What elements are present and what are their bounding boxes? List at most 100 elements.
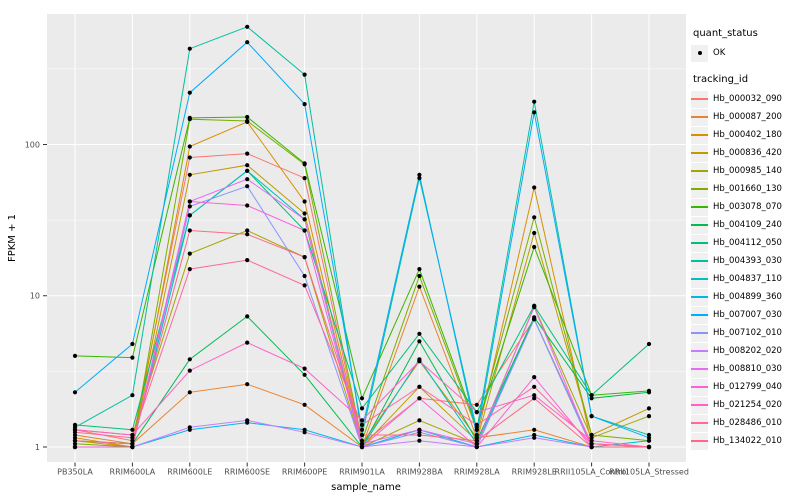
data-point [589,441,594,446]
x-tick-label: RRII105LA_Control [555,468,629,477]
x-axis-title: sample_name [331,482,401,493]
data-point [245,228,250,233]
data-point [417,176,422,181]
legend-item-label: Hb_000985_140 [713,166,782,176]
x-axis-tick-labels: PB350LA RRIM600LA RRIM600LE RRIM600SE RRIM60… [57,468,689,477]
legend-item-Hb_000032_090: Hb_000032_090 [691,90,799,108]
data-point [359,422,365,427]
data-point [245,258,250,263]
y-axis-title: FPKM + 1 [7,214,18,262]
data-point [302,102,307,107]
data-point [245,118,250,124]
legend-color-line [691,260,708,262]
data-point [302,211,307,216]
legend-color-line [691,332,708,334]
data-point [130,441,135,446]
data-point [130,435,135,440]
legend-item-label: Hb_001660_130 [713,184,782,194]
data-point [646,438,652,443]
x-tick-label: PB350LA [57,468,93,477]
legend-key-box [691,414,708,432]
legend-key-box [691,270,708,288]
legend-color-line [691,134,708,136]
axis-ticks [43,144,650,467]
x-tick-label: RRIM600LE [167,468,212,477]
data-point [646,406,652,411]
legend-item-label: Hb_000402_180 [713,130,782,140]
gridlines-minor [47,68,686,372]
legend-item-Hb_134022_010: Hb_134022_010 [691,432,799,450]
data-point [245,184,250,189]
data-point [245,151,250,156]
legend-key-box [691,396,708,414]
data-point [474,432,479,438]
legend-item-Hb_028486_010: Hb_028486_010 [691,414,799,432]
legend-item-Hb_004112_050: Hb_004112_050 [691,234,799,252]
data-point [359,432,365,438]
legend-color-line [691,314,708,316]
data-point [532,393,537,398]
legend-key-box [691,432,708,450]
data-point [72,441,78,446]
data-point [532,215,537,220]
data-point [187,425,192,430]
legend-item-label: Hb_008810_030 [713,364,782,374]
data-point [589,414,594,419]
legend-key-box [691,306,708,324]
point-marker-icon [697,51,702,55]
data-point [187,90,192,95]
data-point [72,435,78,440]
data-point [187,155,192,160]
x-tick-label: RRII105LA_Stressed [609,468,689,477]
data-point [245,114,250,120]
data-point [359,438,365,443]
data-point [417,438,422,443]
data-point [187,115,192,120]
legend-color-line [691,296,708,298]
data-point [302,283,307,288]
data-point [187,251,192,256]
legend-color-line [691,350,708,352]
legend-title-tracking-id: tracking_id [693,74,749,85]
data-point [417,427,422,432]
legend: quant_status OK tracking_id Hb_000032_09… [691,28,799,450]
y-tick-label: 10 [30,292,40,301]
data-point [245,418,250,423]
legend-item-Hb_021254_020: Hb_021254_020 [691,396,799,414]
data-point [532,435,537,440]
data-point [245,340,250,345]
data-point [417,284,422,289]
data-point [302,430,307,435]
data-point [532,375,537,380]
legend-key-box [691,90,708,108]
data-point [532,384,537,389]
legend-key-box [691,378,708,396]
legend-key-box [691,44,708,62]
legend-item-Hb_000087_200: Hb_000087_200 [691,108,799,126]
legend-item-Hb_007102_010: Hb_007102_010 [691,324,799,342]
data-point [646,414,652,419]
legend-item-Hb_004109_240: Hb_004109_240 [691,216,799,234]
data-point [532,305,537,310]
data-point [187,144,192,149]
data-point [72,444,78,450]
data-point [646,444,652,450]
x-tick-label: RRIM928BA [396,468,443,477]
data-point [474,402,479,407]
data-point [532,317,537,322]
data-point [417,339,422,344]
data-point [474,422,479,427]
data-point [417,396,422,401]
data-point [474,410,479,415]
data-point [474,438,479,443]
legend-item-Hb_003078_070: Hb_003078_070 [691,198,799,216]
data-point [417,273,422,279]
legend-color-line [691,242,708,244]
legend-item-label: Hb_028486_010 [713,418,782,428]
data-point [589,393,594,398]
x-tick-label: RRIM901LA [339,468,385,477]
legend-key-box [691,126,708,144]
legend-key-box [691,198,708,216]
